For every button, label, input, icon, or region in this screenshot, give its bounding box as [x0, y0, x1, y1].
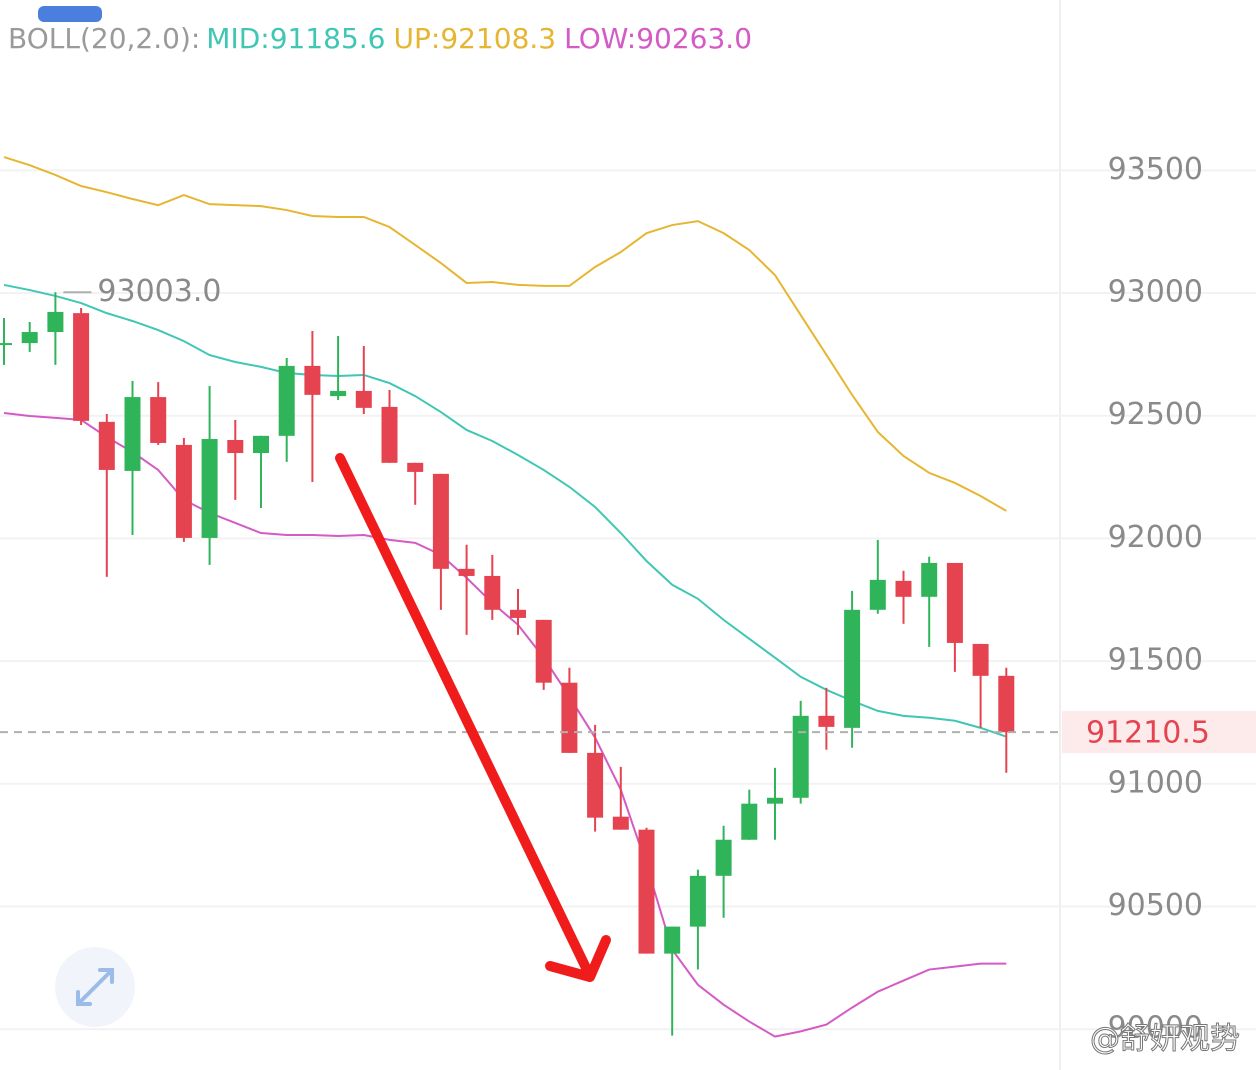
watermark: @舒妍观势	[1090, 1022, 1240, 1057]
y-tick-label: 90500	[1108, 888, 1203, 923]
candle-body	[921, 562, 938, 597]
candle-body	[818, 715, 835, 727]
y-tick-label: 90000	[1108, 1011, 1203, 1046]
high-marker-label: 93003.0	[97, 274, 221, 309]
candle-body	[381, 406, 398, 463]
candle-body	[278, 365, 295, 436]
band-line	[3, 156, 1007, 512]
candle-body	[124, 397, 141, 471]
candle-body	[330, 390, 347, 397]
candle-body	[484, 575, 501, 610]
candle-body	[407, 462, 424, 472]
candle-body	[432, 473, 449, 569]
candle-body	[175, 444, 192, 538]
candle-body	[972, 643, 989, 676]
y-axis: 90000 90500 91000 91500 92000 92500 93000 93500…	[0, 152, 1256, 1046]
candle-body	[73, 313, 90, 421]
candles	[0, 292, 1015, 1036]
y-tick-label: 93500	[1108, 152, 1203, 187]
candle-body	[689, 875, 706, 927]
candle-body	[47, 311, 64, 333]
candle-body	[21, 332, 38, 344]
candle-body	[998, 675, 1015, 733]
y-tick-label: 92000	[1108, 520, 1203, 555]
indicator: BOLL(20,2.0):	[8, 22, 200, 55]
candle-body	[844, 609, 861, 728]
y-tick-label: 93000	[1108, 275, 1203, 310]
candle-body	[150, 397, 167, 443]
candle-body	[510, 609, 526, 618]
candle-body	[304, 365, 321, 395]
candle-body	[587, 752, 604, 818]
candle-body	[895, 580, 912, 597]
bands	[3, 156, 1007, 1038]
grid	[0, 169, 1256, 1031]
last-price-box	[1062, 711, 1256, 754]
candle-body	[98, 421, 115, 470]
y-tick-label: 91000	[1108, 765, 1203, 800]
candle-body	[0, 343, 12, 346]
candle-body	[946, 562, 963, 643]
expand-button[interactable]	[55, 947, 135, 1027]
candle-body	[638, 829, 655, 954]
last-price-label: 91210.5	[1086, 716, 1210, 751]
y-tick-label: 91500	[1108, 643, 1203, 678]
candle-body	[458, 568, 475, 576]
legend-low: LOW:90263.0	[564, 22, 752, 55]
candle-body	[201, 439, 218, 538]
trend-arrow	[335, 453, 611, 982]
candle-body	[355, 390, 372, 408]
candle-body	[561, 682, 578, 753]
candle-body	[869, 579, 886, 610]
legend: BOLL(20,2.0): MID:91185.6 UP:92108.3 LOW:90…	[8, 22, 752, 55]
candle-body	[741, 803, 758, 840]
candle-body	[535, 619, 552, 683]
band-line	[3, 283, 1007, 738]
candle-body	[612, 816, 629, 830]
legend-mid: MID:91185.6	[206, 22, 385, 55]
candle-body	[253, 435, 269, 454]
y-tick-label: 92500	[1108, 397, 1203, 432]
candle-body	[715, 839, 732, 876]
legend-up: UP:92108.3	[394, 22, 557, 55]
candle-body	[767, 797, 783, 804]
candle-body	[664, 926, 681, 954]
candle-body	[227, 440, 244, 454]
band-line	[3, 412, 1007, 1038]
candle-body	[792, 715, 809, 798]
tab[interactable]	[38, 6, 102, 22]
